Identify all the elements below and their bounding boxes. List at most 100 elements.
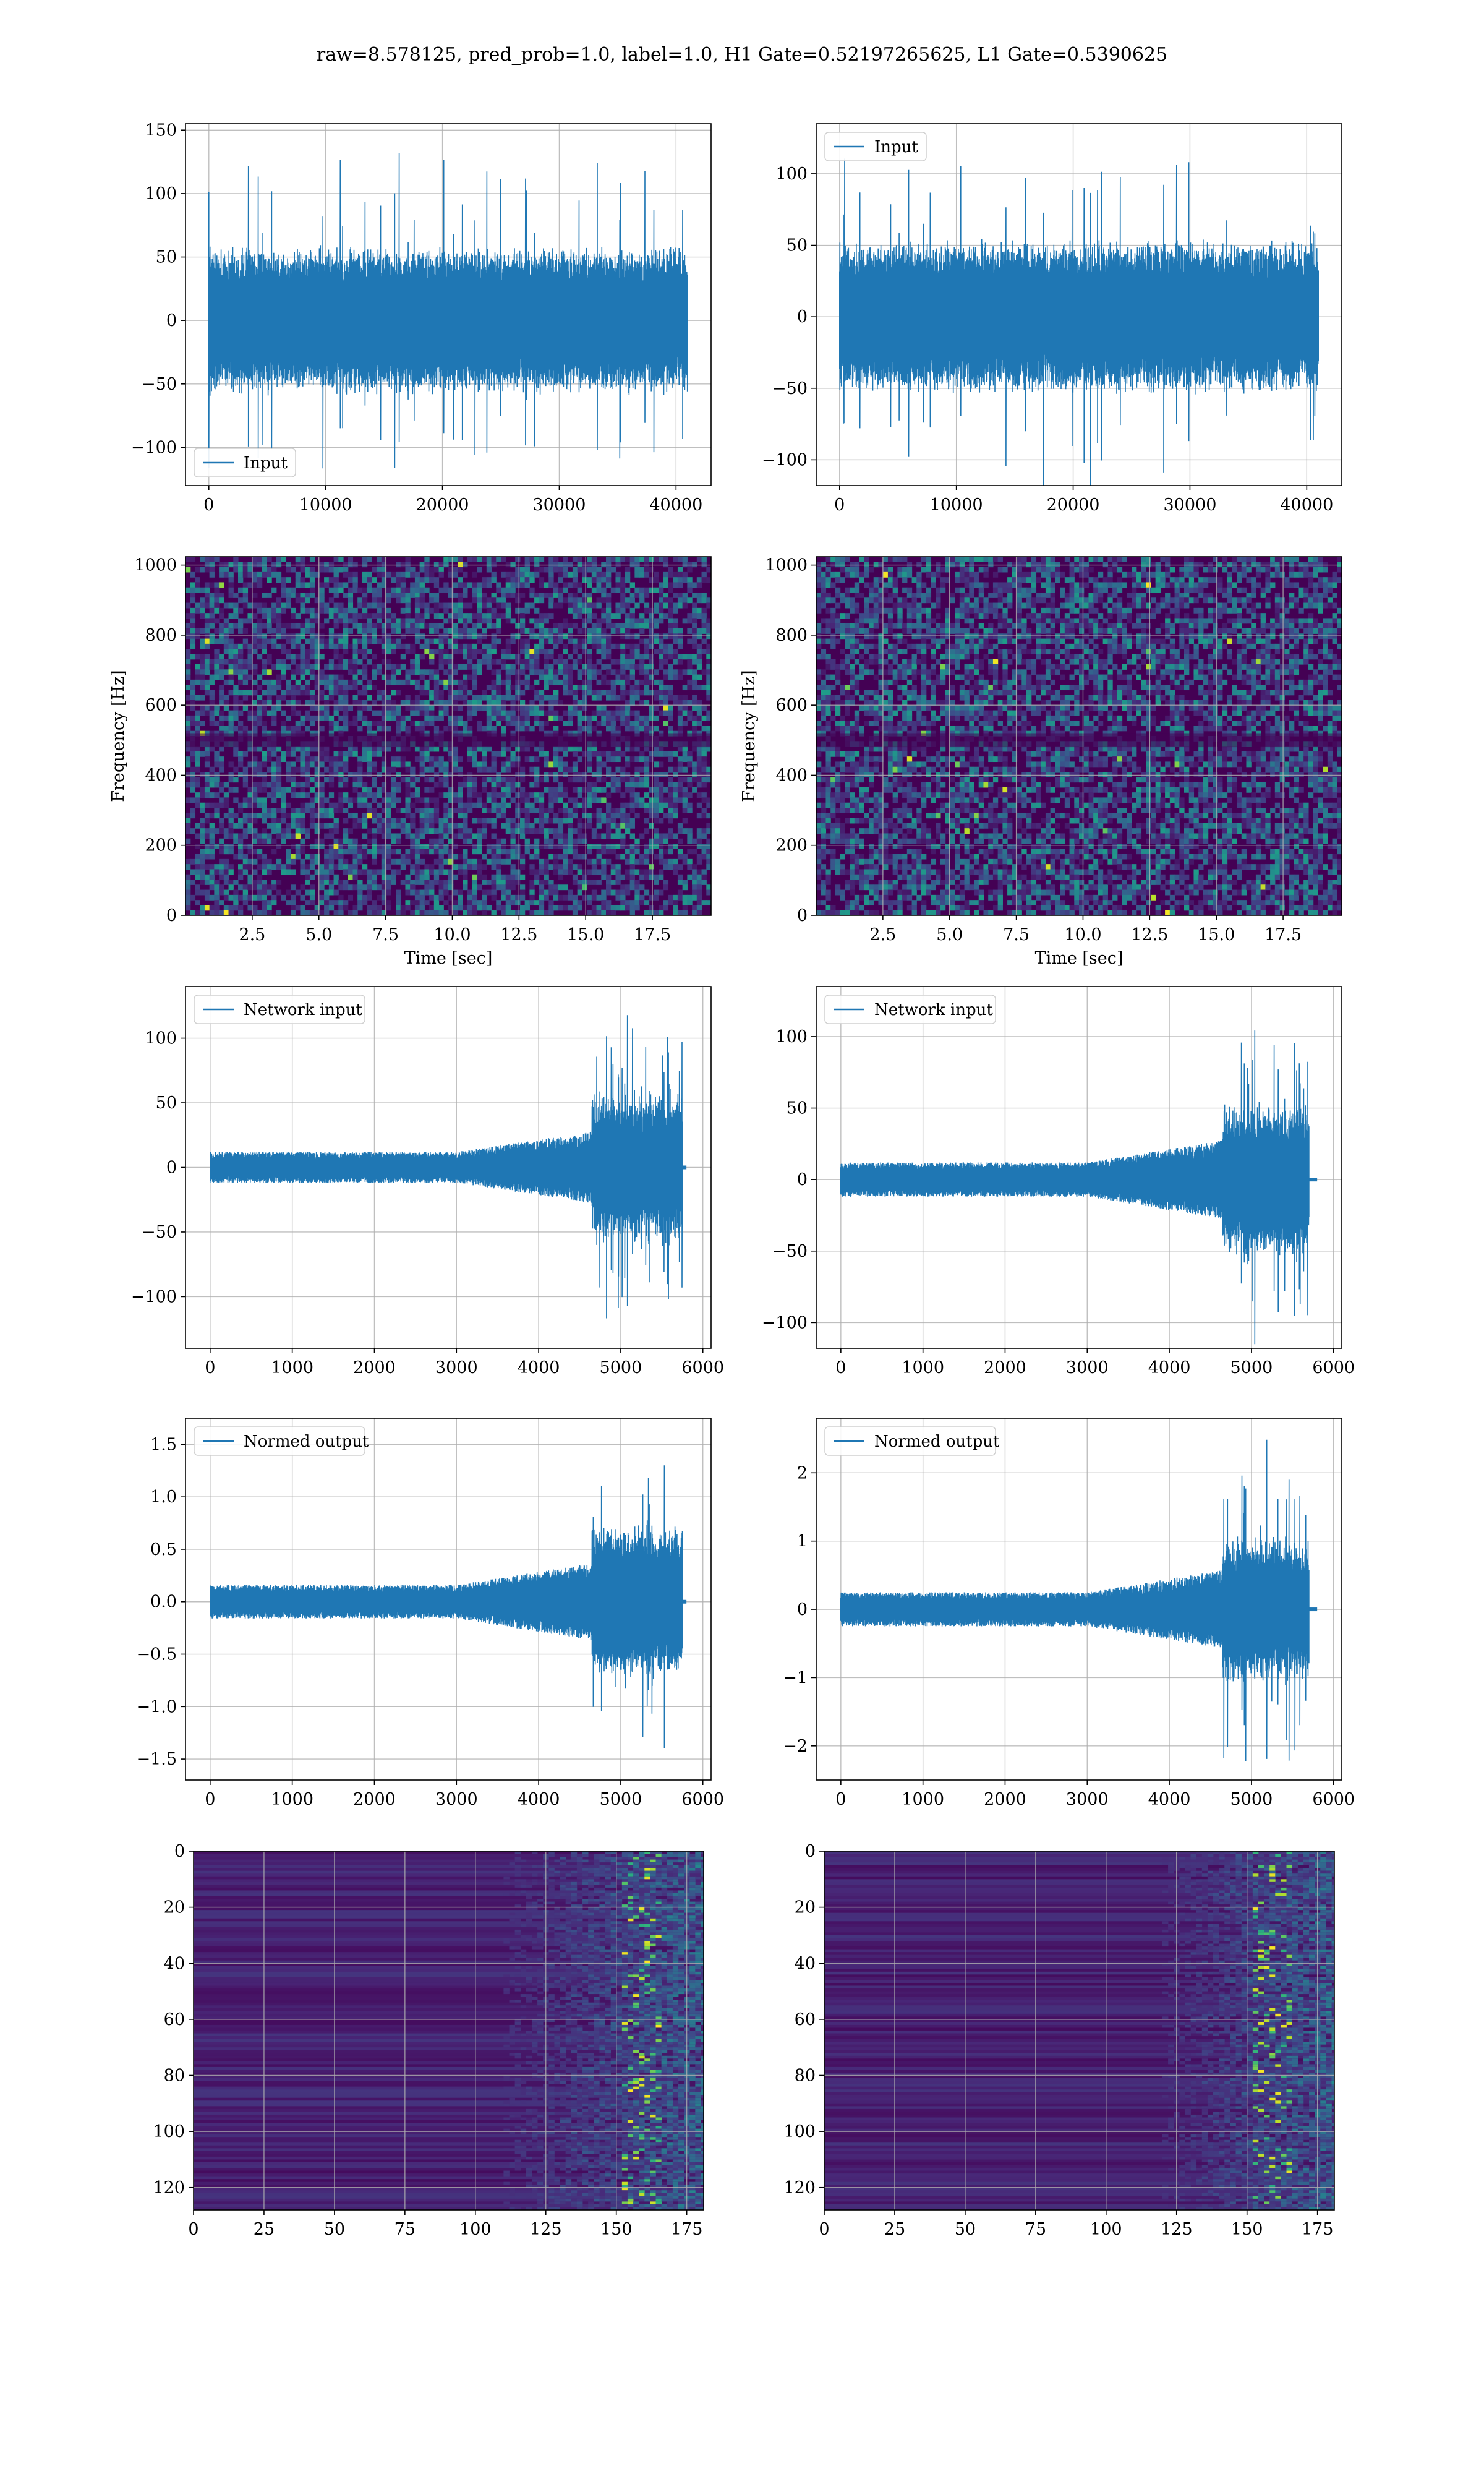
heatmap-cell: [381, 766, 387, 773]
heatmap-cell: [510, 818, 516, 824]
heatmap-cell: [377, 726, 382, 732]
heatmap-cell: [443, 910, 449, 915]
heatmap-cell: [247, 787, 253, 793]
heatmap-cell: [610, 726, 616, 732]
heatmap-cell: [696, 874, 702, 880]
heatmap-cell: [659, 858, 664, 865]
heatmap-cell: [625, 602, 631, 609]
heatmap-cell: [687, 761, 693, 768]
heatmap-cell: [505, 905, 511, 911]
heatmap-cell: [620, 577, 626, 583]
heatmap-cell: [377, 557, 382, 562]
heatmap-cell: [472, 910, 477, 915]
heatmap-cell: [587, 787, 592, 793]
heatmap-cell: [338, 884, 344, 891]
heatmap-cell: [510, 761, 516, 768]
heatmap-cell: [572, 844, 578, 849]
heatmap-cell: [505, 777, 511, 783]
series-line: [208, 153, 688, 469]
heatmap-cell: [654, 571, 659, 578]
heatmap-cell: [524, 756, 530, 763]
heatmap-cell: [673, 772, 678, 777]
heatmap-cell: [381, 844, 387, 849]
heatmap-cell: [305, 751, 310, 757]
heatmap-cell: [186, 715, 191, 721]
heatmap-cell: [548, 808, 554, 813]
heatmap-cell: [706, 772, 711, 777]
heatmap-cell: [276, 792, 282, 798]
heatmap-cell: [396, 746, 401, 752]
heatmap-cell: [515, 772, 521, 777]
heatmap-cell: [252, 772, 258, 777]
heatmap-cell: [544, 613, 549, 619]
heatmap-cell: [496, 772, 501, 777]
heatmap-cell: [568, 674, 573, 680]
heatmap-cell: [610, 715, 616, 721]
heatmap-cell: [463, 910, 468, 915]
heatmap-cell: [501, 751, 506, 757]
heatmap-cell: [300, 813, 305, 819]
heatmap-cell: [463, 690, 468, 696]
heatmap-cell: [381, 613, 387, 619]
heatmap-cell: [687, 582, 693, 588]
heatmap-cell: [553, 884, 559, 891]
heatmap-cell: [410, 571, 416, 578]
heatmap-cell: [372, 874, 377, 880]
heatmap-cell: [606, 643, 612, 649]
heatmap-cell: [396, 858, 401, 865]
heatmap-cell: [682, 910, 688, 915]
heatmap-cell: [209, 838, 215, 844]
heatmap-cell: [472, 643, 477, 649]
heatmap-cell: [677, 643, 683, 649]
heatmap-cell: [252, 562, 258, 568]
heatmap-cell: [816, 567, 822, 573]
heatmap-cell: [692, 654, 697, 660]
heatmap-cell: [367, 849, 372, 855]
heatmap-cell: [572, 761, 578, 768]
heatmap-cell: [601, 787, 607, 793]
heatmap-cell: [314, 772, 320, 777]
heatmap-cell: [295, 756, 301, 763]
heatmap-cell: [190, 813, 196, 819]
heatmap-cell: [548, 797, 554, 803]
legend-label: Input: [244, 454, 288, 473]
heatmap-cell: [324, 679, 330, 685]
heatmap-cell: [286, 833, 291, 839]
heatmap-cell: [214, 889, 220, 896]
heatmap-cell: [362, 884, 368, 891]
heatmap-cell: [276, 577, 282, 583]
heatmap-cell: [663, 721, 669, 727]
heatmap-cell: [687, 710, 693, 716]
heatmap-cell: [496, 802, 501, 808]
heatmap-cell: [591, 643, 597, 649]
heatmap-cell: [276, 772, 282, 777]
heatmap-cell: [281, 833, 286, 839]
heatmap-cell: [209, 664, 215, 670]
heatmap-cell: [644, 756, 650, 763]
heatmap-cell: [386, 649, 391, 655]
heatmap-cell: [587, 761, 592, 768]
heatmap-cell: [572, 751, 578, 757]
heatmap-cell: [453, 792, 459, 798]
heatmap-cell: [548, 844, 554, 849]
heatmap-cell: [477, 602, 482, 609]
heatmap-cell: [558, 818, 564, 824]
heatmap-cell: [424, 715, 430, 721]
heatmap-cell: [615, 777, 621, 783]
heatmap-cell: [687, 567, 693, 573]
heatmap-cell: [271, 751, 277, 757]
heatmap-cell: [377, 571, 382, 578]
heatmap-cell: [472, 858, 477, 865]
heatmap-cell: [629, 721, 635, 727]
heatmap-cell: [448, 700, 454, 706]
heatmap-cell: [424, 700, 430, 706]
heatmap-cell: [677, 761, 683, 768]
heatmap-cell: [596, 858, 602, 865]
heatmap-cell: [309, 567, 315, 573]
heatmap-cell: [257, 772, 263, 777]
heatmap-cell: [601, 649, 607, 655]
heatmap-cell: [295, 813, 301, 819]
heatmap-cell: [687, 613, 693, 619]
heatmap-cell: [515, 582, 521, 588]
heatmap-cell: [328, 833, 335, 839]
